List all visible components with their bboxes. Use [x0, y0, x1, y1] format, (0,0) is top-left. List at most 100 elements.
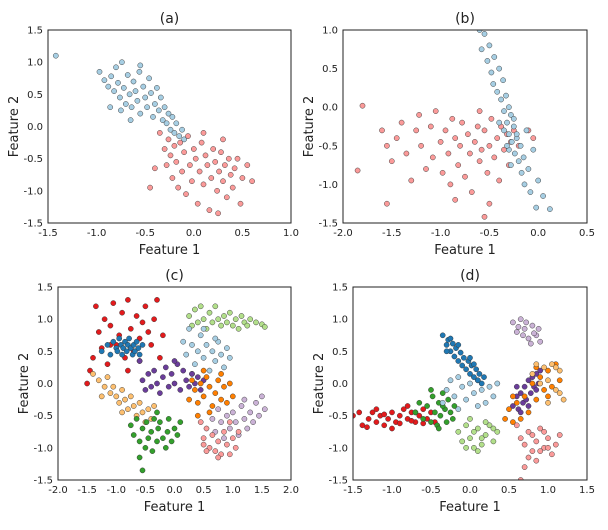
- data-point: [154, 85, 160, 91]
- data-point: [556, 377, 563, 384]
- data-point: [122, 101, 129, 107]
- data-point: [101, 316, 108, 323]
- data-point: [416, 112, 422, 118]
- data-point: [353, 412, 356, 419]
- data-point: [113, 64, 119, 71]
- data-point: [148, 383, 155, 390]
- y-tick-label: 1.0: [27, 58, 43, 69]
- data-point: [439, 390, 446, 396]
- y-tick-label: 0.0: [27, 122, 43, 133]
- data-point: [365, 416, 372, 422]
- data-point: [547, 206, 553, 212]
- data-point: [133, 338, 140, 345]
- data-point: [463, 444, 469, 451]
- data-point: [471, 428, 477, 435]
- data-point: [471, 390, 477, 396]
- data-point: [124, 72, 131, 78]
- data-point: [139, 342, 146, 348]
- data-point: [552, 364, 559, 371]
- data-point: [496, 177, 503, 184]
- data-point: [465, 131, 471, 138]
- data-point: [435, 425, 442, 432]
- x-tick-label: 1.0: [283, 228, 299, 239]
- data-point: [161, 104, 168, 111]
- data-point: [468, 189, 475, 195]
- data-point: [119, 59, 125, 66]
- data-point: [95, 377, 102, 384]
- series-2: [186, 303, 268, 332]
- data-point: [529, 322, 536, 329]
- points-group: [52, 52, 255, 217]
- data-point: [137, 110, 144, 117]
- data-point: [506, 104, 512, 111]
- data-point: [200, 354, 207, 361]
- data-point: [556, 432, 563, 438]
- data-point: [403, 150, 410, 157]
- x-tick-label: 0.5: [196, 485, 212, 496]
- data-point: [427, 123, 434, 130]
- data-point: [165, 136, 172, 143]
- data-point: [460, 354, 467, 361]
- data-point: [133, 416, 140, 422]
- data-point: [200, 325, 207, 332]
- data-point: [174, 432, 181, 438]
- data-point: [451, 403, 458, 409]
- data-point: [200, 367, 207, 374]
- x-tick-label: -1.5: [38, 228, 58, 239]
- data-point: [180, 338, 187, 345]
- series-8: [529, 361, 567, 406]
- data-point: [116, 335, 123, 342]
- series-6: [510, 367, 544, 416]
- y-tick-label: 0.5: [322, 64, 338, 75]
- data-point: [200, 441, 207, 448]
- data-point: [145, 329, 152, 335]
- data-point: [476, 30, 483, 33]
- data-point: [474, 403, 481, 409]
- data-point: [537, 367, 544, 374]
- data-point: [212, 390, 219, 396]
- data-point: [418, 142, 424, 149]
- x-tick-label: -1.0: [382, 485, 402, 496]
- data-point: [549, 383, 555, 390]
- data-point: [447, 335, 454, 342]
- data-point: [157, 354, 163, 361]
- data-point: [225, 155, 232, 162]
- data-point: [239, 175, 246, 181]
- data-point: [525, 454, 532, 461]
- data-point: [379, 127, 385, 134]
- data-point: [511, 150, 518, 157]
- data-point: [111, 88, 117, 94]
- data-point: [484, 58, 491, 64]
- data-point: [244, 322, 251, 329]
- data-point: [161, 146, 168, 152]
- data-point: [123, 348, 130, 355]
- data-point: [517, 416, 524, 422]
- data-point: [506, 406, 512, 413]
- data-point: [144, 104, 150, 111]
- data-point: [549, 361, 555, 368]
- data-point: [130, 403, 137, 409]
- data-point: [481, 127, 488, 134]
- x-tick-label: 0.5: [501, 485, 517, 496]
- data-point: [221, 313, 227, 319]
- data-point: [537, 425, 544, 432]
- data-point: [108, 73, 115, 80]
- data-point: [203, 425, 210, 432]
- data-point: [215, 454, 222, 461]
- series-7: [502, 361, 563, 425]
- data-point: [449, 115, 456, 122]
- x-tick-label: 2.0: [283, 485, 299, 496]
- data-point: [463, 366, 469, 373]
- data-point: [181, 149, 187, 156]
- data-point: [229, 409, 236, 416]
- x-tick-label: 1.5: [254, 485, 270, 496]
- data-point: [101, 383, 108, 390]
- data-point: [142, 94, 149, 101]
- data-point: [192, 361, 198, 368]
- data-point: [130, 432, 137, 438]
- data-point: [150, 114, 156, 120]
- data-point: [451, 393, 458, 400]
- data-point: [525, 335, 532, 342]
- data-point: [482, 419, 489, 425]
- data-point: [451, 353, 458, 360]
